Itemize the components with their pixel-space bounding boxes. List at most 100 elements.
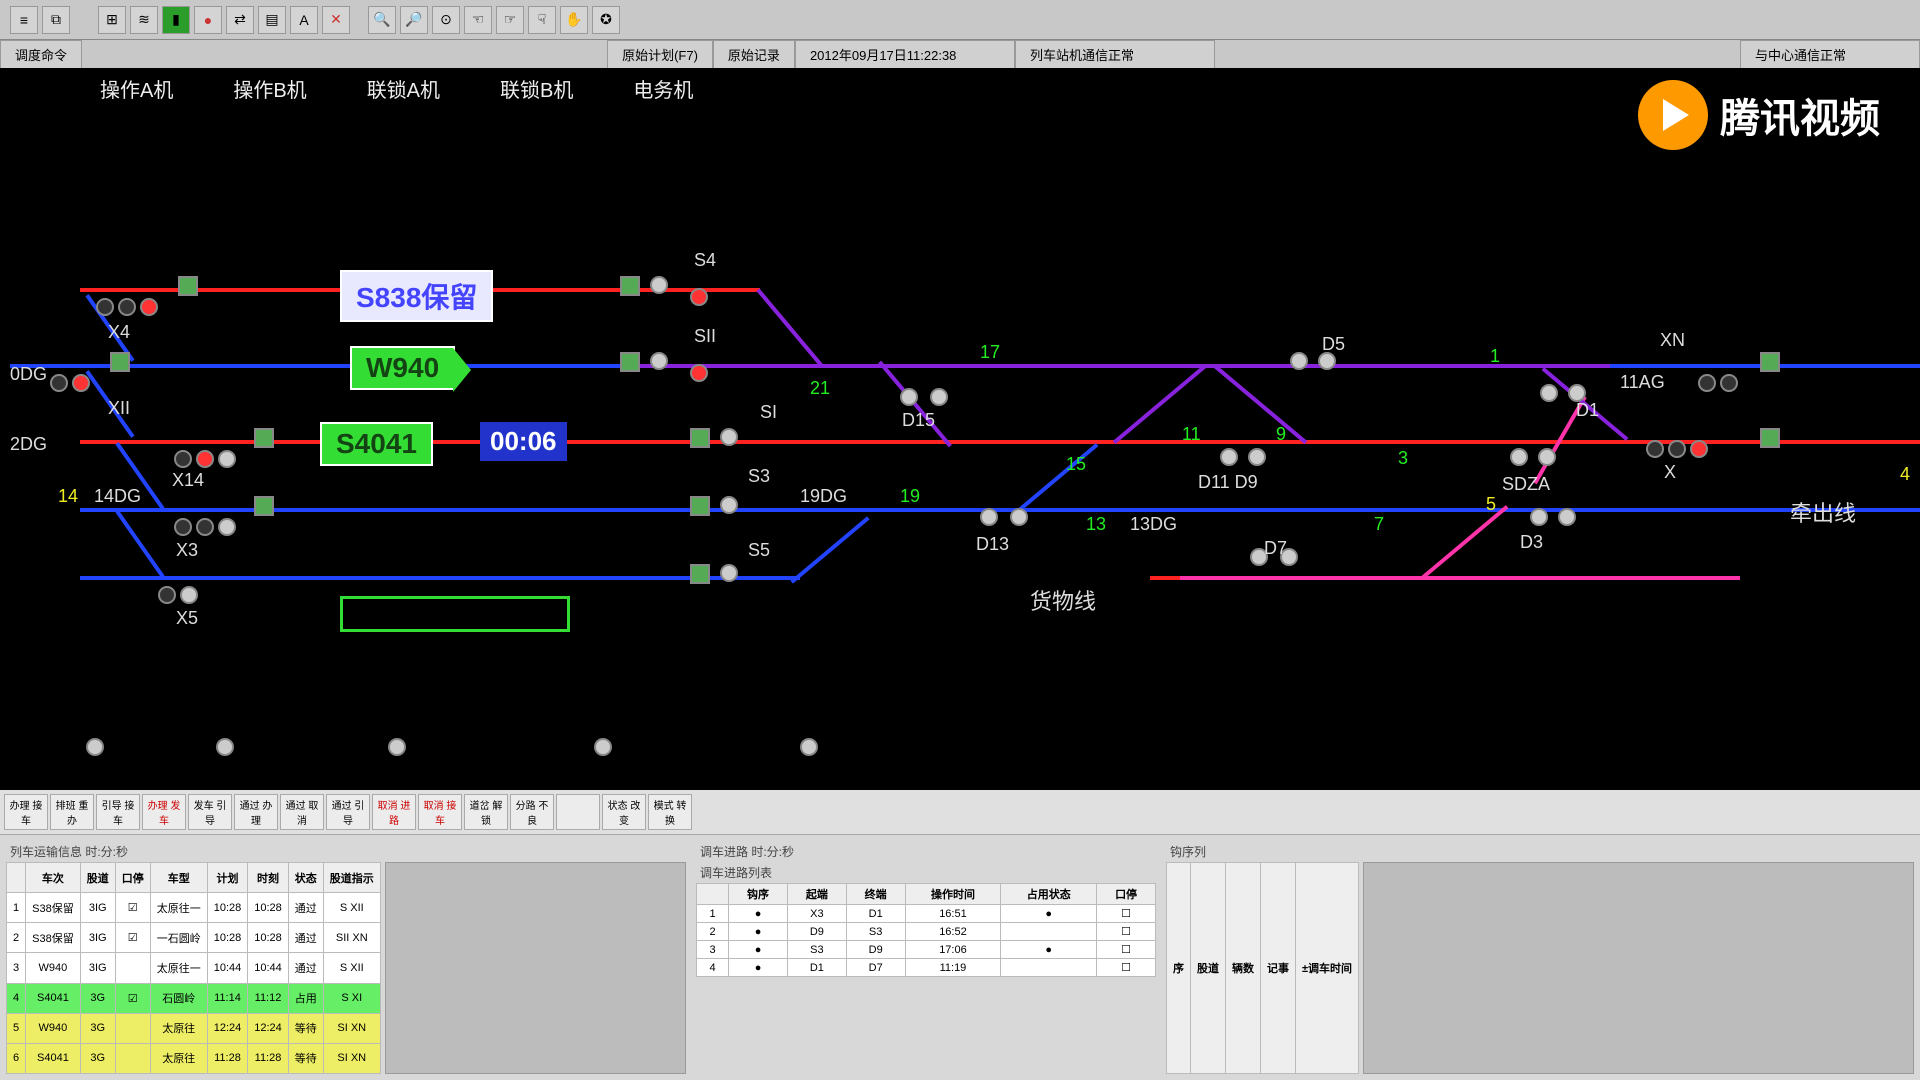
tb-zoom-in-icon[interactable]: 🔍 <box>368 6 396 34</box>
lbl-14dg: 14DG <box>94 486 141 507</box>
lbl-d11d9: D11 D9 <box>1198 472 1258 493</box>
lbl-xii: XII <box>108 398 130 419</box>
lbl-d7: D7 <box>1264 538 1287 559</box>
lbl-d13: D13 <box>976 534 1009 555</box>
panel-c-title: 钩序列 <box>1166 841 1914 862</box>
logo-text: 腾讯视频 <box>1720 86 1880 144</box>
train-s4041-timer: 00:06 <box>480 422 567 461</box>
train-w940[interactable]: W940 <box>350 346 455 390</box>
cmd-btn-7[interactable]: 通过 引导 <box>326 794 370 830</box>
table-row[interactable]: 3W9403IG太原往一10:4410:44通过S XII <box>7 953 381 983</box>
tb-clock-icon[interactable]: ✪ <box>592 6 620 34</box>
tencent-video-logo: 腾讯视频 <box>1638 80 1880 150</box>
cmd-btn-8[interactable]: 取消 进路 <box>372 794 416 830</box>
table-row[interactable]: 2●D9S316:52☐ <box>697 923 1156 941</box>
table-row[interactable]: 1S38保留3IG☑太原往一10:2810:28通过S XII <box>7 893 381 923</box>
tb-hand3-icon[interactable]: ☟ <box>528 6 556 34</box>
panel-b-title2: 调车进路列表 <box>696 862 1156 883</box>
lbl-1: 1 <box>1490 346 1500 367</box>
tb-note-icon[interactable]: ▤ <box>258 6 286 34</box>
cmd-btn-0[interactable]: 办理 接车 <box>4 794 48 830</box>
lbl-s5: S5 <box>748 540 770 561</box>
dianwu[interactable]: 电务机 <box>633 74 693 103</box>
cmd-btn-5[interactable]: 通过 办理 <box>234 794 278 830</box>
panel-shunt-route: 调车进路 时:分:秒 调车进路列表 钩序起端终端操作时间占用状态口停1●X3D1… <box>696 841 1156 1074</box>
lbl-d1: D1 <box>1576 400 1599 421</box>
table-shunt-route[interactable]: 钩序起端终端操作时间占用状态口停1●X3D116:51●☐2●D9S316:52… <box>696 883 1156 977</box>
table-row[interactable]: 5W9403G太原往12:2412:24等待SI XN <box>7 1013 381 1043</box>
lbl-4: 4 <box>1900 464 1910 485</box>
tb-align-icon[interactable]: ≋ <box>130 6 158 34</box>
interlock-b[interactable]: 联锁B机 <box>500 74 573 103</box>
panel-a-grey <box>385 862 686 1074</box>
cmd-btn-13[interactable]: 状态 改变 <box>602 794 646 830</box>
cmd-btn-11[interactable]: 分路 不良 <box>510 794 554 830</box>
empty-slot[interactable] <box>340 596 570 632</box>
table-row[interactable]: 6S40413G太原往11:2811:28等待SI XN <box>7 1043 381 1073</box>
interlock-a[interactable]: 联锁A机 <box>367 74 440 103</box>
track-diagram[interactable]: S838保留 W940 S4041 00:06 S4 SII X4 XII 0D… <box>0 108 1920 788</box>
cmd-btn-3[interactable]: 办理 发车 <box>142 794 186 830</box>
panel-hook-list: 钩序列 序股道辆数记事±调车时间 <box>1166 841 1914 1074</box>
table-row[interactable]: 2S38保留3IG☑一石圆岭10:2810:28通过SII XN <box>7 923 381 953</box>
tb-copy-icon[interactable]: ⧉ <box>42 6 70 34</box>
tb-zoom-out-icon[interactable]: 🔎 <box>400 6 428 34</box>
lbl-odg: 0DG <box>10 364 47 385</box>
tb-rect-icon[interactable]: ▮ <box>162 6 190 34</box>
tb-text-icon[interactable]: A <box>290 6 318 34</box>
table-row[interactable]: 4●D1D711:19☐ <box>697 959 1156 977</box>
lbl-x: X <box>1664 462 1676 483</box>
lbl-21: 21 <box>810 378 830 399</box>
cmd-btn-6[interactable]: 通过 取消 <box>280 794 324 830</box>
table-hook-list[interactable]: 序股道辆数记事±调车时间 <box>1166 862 1359 1074</box>
tb-zoom-fit-icon[interactable]: ⊙ <box>432 6 460 34</box>
station-b[interactable]: 操作B机 <box>233 74 306 103</box>
panel-c-grey <box>1363 862 1914 1074</box>
tb-hand1-icon[interactable]: ☜ <box>464 6 492 34</box>
table-row[interactable]: 1●X3D116:51●☐ <box>697 905 1156 923</box>
lbl-19dg: 19DG <box>800 486 847 507</box>
tb-ruler-icon[interactable]: ⊞ <box>98 6 126 34</box>
cmd-btn-14[interactable]: 模式 转换 <box>648 794 692 830</box>
tab-left[interactable]: 调度命令 <box>0 40 82 68</box>
main-toolbar: ≡ ⧉ ⊞ ≋ ▮ ● ⇄ ▤ A ✕ 🔍 🔎 ⊙ ☜ ☞ ☟ ✋ ✪ <box>0 0 1920 40</box>
tb-circle-icon[interactable]: ● <box>194 6 222 34</box>
lbl-19: 19 <box>900 486 920 507</box>
tab-record[interactable]: 原始记录 <box>713 40 795 68</box>
lbl-15: 15 <box>1066 454 1086 475</box>
train-s4041[interactable]: S4041 <box>320 422 433 466</box>
tb-hand4-icon[interactable]: ✋ <box>560 6 588 34</box>
lbl-11: 11 <box>1182 424 1201 445</box>
tb-x-icon[interactable]: ✕ <box>322 6 350 34</box>
cmd-btn-10[interactable]: 道岔 解锁 <box>464 794 508 830</box>
cmd-btn-9[interactable]: 取消 接车 <box>418 794 462 830</box>
train-s838[interactable]: S838保留 <box>340 270 493 322</box>
play-icon <box>1638 80 1708 150</box>
lbl-9: 9 <box>1276 424 1286 445</box>
table-row[interactable]: 3●S3D917:06●☐ <box>697 941 1156 959</box>
panel-b-title1: 调车进路 时:分:秒 <box>696 841 1156 862</box>
lbl-d15: D15 <box>902 410 935 431</box>
lbl-x4: X4 <box>108 322 130 343</box>
lbl-5: 5 <box>1486 494 1496 515</box>
tab-design[interactable]: 原始计划(F7) <box>607 40 713 68</box>
table-row[interactable]: 4S40413G☑石圆岭11:1411:12占用S XI <box>7 983 381 1013</box>
table-train-info[interactable]: 车次股道口停车型计划时刻状态股道指示1S38保留3IG☑太原往一10:2810:… <box>6 862 381 1074</box>
cmd-btn-12[interactable] <box>556 794 600 830</box>
cmd-btn-4[interactable]: 发车 引导 <box>188 794 232 830</box>
command-button-row: 办理 接车排班 重办引导 接车办理 发车发车 引导通过 办理通过 取消通过 引导… <box>0 790 1920 835</box>
station-a[interactable]: 操作A机 <box>100 74 173 103</box>
tb-list-icon[interactable]: ≡ <box>10 6 38 34</box>
lbl-d5: D5 <box>1322 334 1345 355</box>
panel-train-info: 列车运输信息 时:分:秒 车次股道口停车型计划时刻状态股道指示1S38保留3IG… <box>6 841 686 1074</box>
cmd-btn-2[interactable]: 引导 接车 <box>96 794 140 830</box>
lbl-huowu: 货物线 <box>1030 584 1096 616</box>
tb-link-icon[interactable]: ⇄ <box>226 6 254 34</box>
lbl-7: 7 <box>1374 514 1384 535</box>
tb-hand2-icon[interactable]: ☞ <box>496 6 524 34</box>
lbl-s3: S3 <box>748 466 770 487</box>
cmd-btn-1[interactable]: 排班 重办 <box>50 794 94 830</box>
lbl-xn: XN <box>1660 330 1685 351</box>
lbl-d3: D3 <box>1520 532 1543 553</box>
tab-status: 列车站机通信正常 <box>1015 40 1215 68</box>
